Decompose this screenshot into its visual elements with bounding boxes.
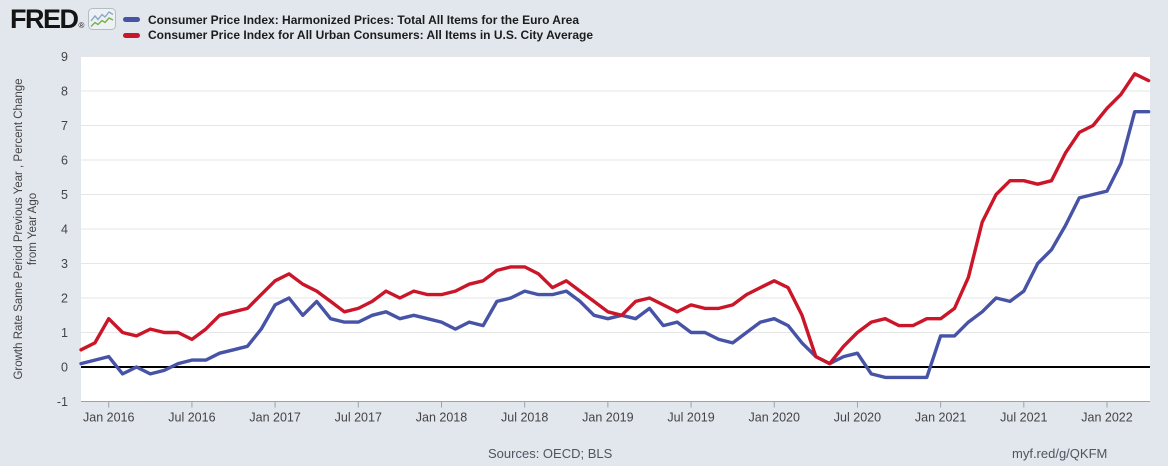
series-line-0[interactable] [79, 109, 1151, 380]
fred-wordmark: FRED [10, 4, 79, 34]
y-axis-title-line2: from Year Ago [27, 193, 39, 265]
legend-swatch-euro-area [123, 17, 140, 23]
y-axis-title-line1: Growth Rate Same Period Previous Year , … [13, 78, 25, 379]
x-tick-label: Jan 2017 [249, 411, 300, 425]
x-tick-label: Jul 2019 [667, 411, 714, 425]
fred-logo[interactable]: FRED ® [10, 4, 117, 34]
y-tick-label: 5 [61, 188, 68, 202]
x-tick-label: Jul 2016 [168, 411, 215, 425]
x-tick-label: Jan 2020 [749, 411, 800, 425]
fred-sparkline-chart-icon [88, 8, 117, 30]
share-url-link[interactable]: myf.red/g/QKFM [1012, 446, 1108, 461]
y-tick-label: 2 [61, 292, 68, 306]
x-tick-label: Jul 2017 [335, 411, 382, 425]
x-tick-label: Jul 2020 [834, 411, 881, 425]
y-tick-label: 8 [61, 85, 68, 99]
sources-label: Sources: OECD; BLS [488, 446, 613, 461]
y-tick-label: 7 [61, 119, 68, 133]
x-tick-label: Jul 2018 [501, 411, 548, 425]
y-tick-label: 6 [61, 154, 68, 168]
x-tick-label: Jul 2021 [1000, 411, 1047, 425]
legend: Consumer Price Index: Harmonized Prices:… [123, 12, 593, 43]
legend-label-euro-area: Consumer Price Index: Harmonized Prices:… [148, 12, 579, 27]
legend-item-euro-area[interactable]: Consumer Price Index: Harmonized Prices:… [123, 12, 593, 28]
x-tick-label: Jan 2022 [1081, 411, 1132, 425]
registered-mark: ® [78, 21, 85, 30]
x-tick-label: Jan 2019 [582, 411, 633, 425]
y-tick-label: 3 [61, 257, 68, 271]
x-tick-label: Jan 2018 [416, 411, 467, 425]
y-tick-label: -1 [57, 395, 68, 409]
series-line-1[interactable] [79, 72, 1151, 366]
y-tick-label: 9 [61, 50, 68, 64]
y-tick-label: 0 [61, 361, 68, 375]
y-tick-label: 4 [61, 223, 68, 237]
x-tick-label: Jan 2021 [915, 411, 966, 425]
legend-swatch-us-city-average [123, 32, 140, 38]
y-tick-label: 1 [61, 326, 68, 340]
legend-label-us-city-average: Consumer Price Index for All Urban Consu… [148, 28, 593, 43]
legend-item-us-city-average[interactable]: Consumer Price Index for All Urban Consu… [123, 28, 593, 44]
x-tick-label: Jan 2016 [83, 411, 134, 425]
